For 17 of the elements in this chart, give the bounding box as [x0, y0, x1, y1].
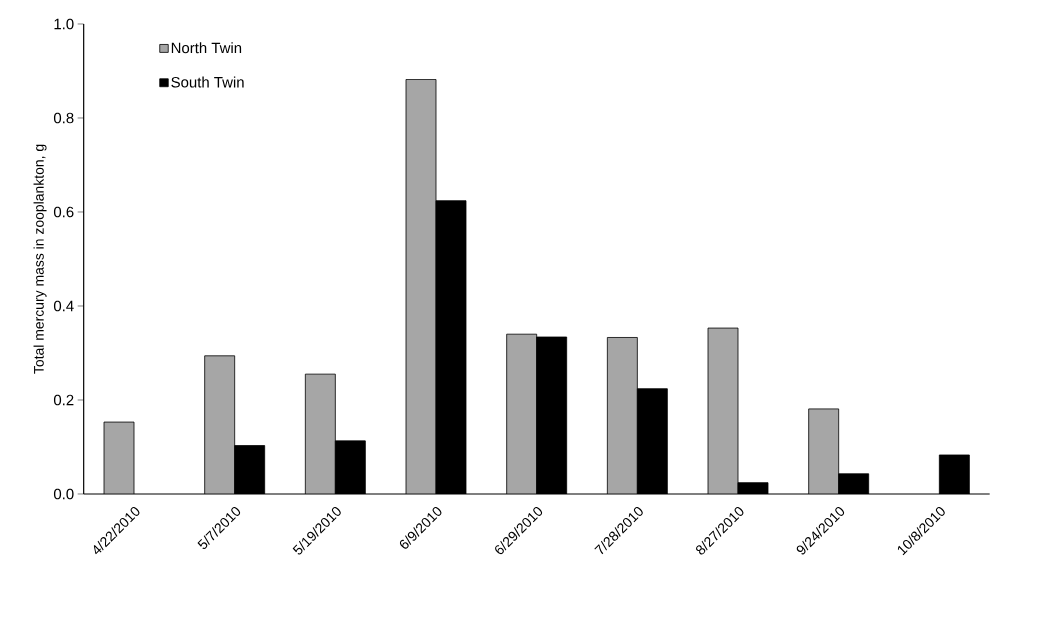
y-tick-label: 0.6	[53, 206, 74, 218]
y-tick-label: 0.8	[53, 112, 74, 124]
y-tick-label: 0.0	[53, 488, 74, 500]
bar	[607, 337, 638, 494]
bar	[305, 374, 336, 494]
bar	[808, 408, 840, 494]
bar	[204, 355, 235, 494]
legend-label: North Twin	[171, 42, 242, 54]
bar	[708, 328, 739, 494]
bar	[104, 422, 135, 494]
y-tick-label: 1.0	[54, 18, 74, 30]
y-axis-title: Total mercury mass in zooplankton, g	[33, 144, 47, 374]
y-tick-label: 0.4	[53, 300, 74, 312]
y-tick-label: 0.2	[53, 394, 74, 406]
bar	[406, 79, 437, 494]
legend-label: South Twin	[171, 76, 244, 88]
bar	[506, 334, 537, 494]
